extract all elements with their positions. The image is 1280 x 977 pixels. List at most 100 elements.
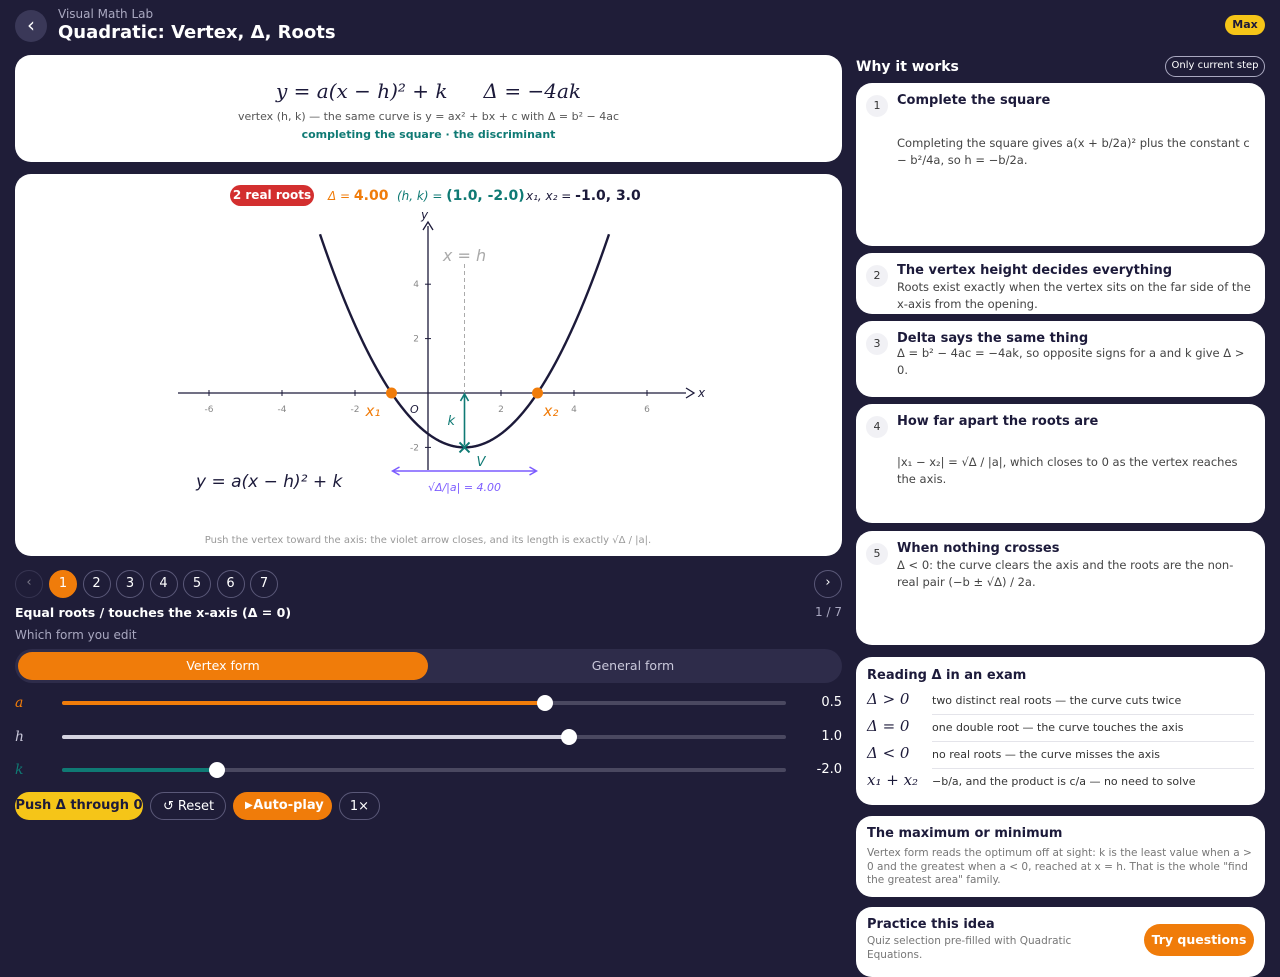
step-number: 5 [866, 543, 888, 565]
filter-button[interactable]: Only current step [1165, 56, 1265, 77]
step-title: How far apart the roots are [897, 414, 1099, 429]
exam-formula: Δ < 0 [867, 744, 910, 762]
step-body: Completing the square gives a(x + b/2a)²… [897, 136, 1250, 168]
step-button[interactable]: 6 [216, 570, 245, 598]
footnote: Push the vertex toward the axis: the vio… [205, 535, 651, 546]
slider-knob[interactable] [209, 762, 226, 778]
width-label: √Δ/|a| = 4.00 [428, 481, 501, 494]
exam-divider [932, 714, 1254, 715]
roots-value: -1.0, 3.0 [575, 188, 641, 204]
exam-text: no real roots — the curve misses the axi… [932, 748, 1160, 761]
vertex-readout: (h, k) = (1.0, -2.0) [397, 188, 525, 204]
x-tick-label: 4 [571, 405, 577, 415]
step-body: Δ = b² − 4ac = −4ak, so opposite signs f… [897, 346, 1245, 378]
symmetry-label: x = h [442, 246, 486, 265]
exam-divider [932, 741, 1254, 742]
step-number: 3 [866, 333, 888, 355]
y-arrow [422, 220, 434, 231]
x-axis-label: x [697, 386, 706, 400]
slider-fill [62, 768, 218, 772]
autoplay-label: Auto-play [253, 798, 324, 813]
push-button[interactable]: Push Δ through 0 [15, 792, 143, 820]
status-pill [230, 185, 314, 206]
page-title: Quadratic: Vertex, Δ, Roots [58, 22, 336, 43]
slider-value: -2.0 [816, 762, 842, 777]
curve-label: y = a(x − h)² + k [195, 472, 344, 492]
step-card: 1 Complete the square Completing the squar… [856, 83, 1265, 246]
form-tabs: Vertex form General form [15, 649, 842, 683]
step-button[interactable]: 5 [183, 570, 211, 598]
step-title: The vertex height decides everything [897, 263, 1173, 278]
x-tick-label: -2 [351, 405, 360, 415]
reset-icon: ↺ [163, 799, 174, 814]
exam-divider [932, 768, 1254, 769]
practice-body: Quiz selection pre-filled with Quadratic… [867, 935, 1072, 961]
step-number: 4 [866, 416, 888, 438]
reset-label: Reset [177, 799, 215, 814]
slider-name: k [15, 762, 24, 778]
step-button[interactable]: 7 [250, 570, 278, 598]
slider-value: 0.5 [821, 695, 842, 710]
autoplay-button[interactable]: ▶ Auto-play [233, 792, 332, 820]
speed-button[interactable]: 1× [339, 792, 380, 820]
slider-value: 1.0 [821, 728, 842, 744]
plot: 2 real roots Δ = 4.00 (h, k) = (1.0, -2.… [178, 185, 706, 546]
tab[interactable]: General form [591, 658, 675, 673]
optimum-card: The maximum or minimum Vertex form reads… [856, 816, 1265, 897]
eyebrow: Visual Math Lab [58, 7, 154, 21]
slider-track [62, 768, 786, 772]
x-tick-label: 2 [498, 405, 504, 415]
slider-name: a [15, 695, 24, 711]
root-label: x₂ [543, 402, 559, 420]
practice-title: Practice this idea [867, 917, 995, 932]
exam-text: −b/a, and the product is c/a — no need t… [932, 775, 1196, 788]
step-button[interactable]: 3 [116, 570, 144, 598]
plan-badge[interactable]: Max [1225, 15, 1265, 35]
step-heading: Equal roots / touches the x-axis (Δ = 0) [15, 605, 292, 620]
step-button[interactable]: 4 [149, 570, 178, 598]
root-point [532, 387, 543, 399]
slider-fill [62, 734, 569, 739]
roots-label: x₁, x₂ = [525, 189, 575, 203]
why-title: Why it works [856, 59, 959, 75]
step-body: |x₁ − x₂| = √Δ / |a|, which closes to 0 … [897, 455, 1238, 487]
try-button[interactable]: Try questions [1144, 924, 1254, 956]
x-tick-label: -6 [205, 405, 214, 415]
formula-row: y = a(x − h)² + k Δ = −4ak [15, 79, 842, 103]
y-tick-label: 4 [413, 280, 419, 290]
y-axis-label: y [420, 208, 429, 222]
tab-active[interactable]: Vertex form [18, 652, 428, 680]
roots-readout: x₁, x₂ = -1.0, 3.0 [525, 188, 641, 204]
step-number: 1 [866, 95, 888, 117]
step-button[interactable]: 2 [82, 570, 111, 598]
step-card: 3 Delta says the same thing Δ = b² − 4ac =… [856, 321, 1265, 397]
origin-label: O [410, 403, 419, 416]
step-card: 5 When nothing crosses Δ < 0: the curve cl… [856, 531, 1265, 645]
step-body: Roots exist exactly when the vertex sits… [897, 280, 1251, 312]
slider-knob[interactable] [560, 728, 577, 745]
status: 2 real roots [233, 188, 311, 202]
slider-knob[interactable] [536, 695, 553, 711]
y-tick-label: -2 [410, 443, 419, 453]
reset-button[interactable]: ↺ Reset [150, 792, 226, 820]
formula-card: y = a(x − h)² + k Δ = −4ak vertex (h, k) … [15, 55, 842, 162]
step-number: 2 [866, 265, 888, 287]
vertex-form: y = a(x − h)² + k [276, 79, 448, 103]
k-label: k [448, 414, 456, 429]
step-counter: 1 / 7 [815, 605, 842, 619]
back-button[interactable]: ‹ [15, 10, 47, 42]
step-title: Delta says the same thing [897, 331, 1089, 346]
prev-step[interactable]: ‹ [15, 570, 43, 598]
step-title: When nothing crosses [897, 541, 1060, 556]
play-icon: ▶ [245, 800, 253, 811]
exam-card: Reading Δ in an exam Δ > 0 two distinct r… [856, 657, 1265, 805]
step-button-active[interactable]: 1 [49, 570, 77, 598]
delta-readout: Δ = 4.00 [327, 188, 389, 204]
next-step[interactable]: › [814, 570, 842, 598]
links[interactable]: completing the square · the discriminant [301, 128, 556, 141]
step-body: Δ < 0: the curve clears the axis and the… [897, 558, 1234, 590]
x-tick-label: 6 [644, 405, 650, 415]
delta-value: 4.00 [354, 188, 389, 204]
exam-formula: x₁ + x₂ [867, 771, 919, 789]
vertex-label: (h, k) = [397, 189, 446, 203]
